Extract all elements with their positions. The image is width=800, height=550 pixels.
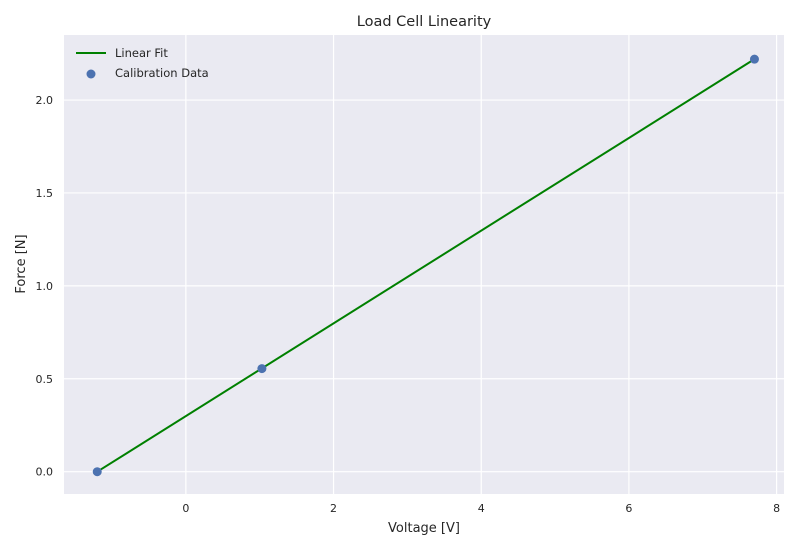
calibration-data-point <box>257 364 267 374</box>
series-marks <box>92 54 759 477</box>
x-tick-label: 8 <box>773 502 780 515</box>
y-axis-ticks: 0.0 0.5 1.0 1.5 2.0 <box>36 94 54 479</box>
legend-marker-calibration-data <box>86 69 96 79</box>
legend-label-linear-fit: Linear Fit <box>115 46 168 60</box>
x-axis-ticks: 0 2 4 6 8 <box>182 502 780 515</box>
linear-fit-line <box>96 58 755 473</box>
y-tick-label: 0.0 <box>36 466 54 479</box>
x-tick-label: 0 <box>182 502 189 515</box>
chart-title: Load Cell Linearity <box>357 14 492 30</box>
x-tick-label: 2 <box>330 502 337 515</box>
legend-label-calibration-data: Calibration Data <box>115 66 209 80</box>
legend: Linear Fit Calibration Data <box>76 46 209 80</box>
x-tick-label: 6 <box>625 502 632 515</box>
y-tick-label: 2.0 <box>36 94 54 107</box>
y-tick-label: 1.5 <box>36 187 54 200</box>
y-axis-label: Force [N] <box>14 234 29 293</box>
grid <box>64 35 784 494</box>
y-tick-label: 1.0 <box>36 280 54 293</box>
calibration-data-point <box>749 54 759 64</box>
calibration-data-point <box>92 467 102 477</box>
x-axis-label: Voltage [V] <box>388 521 460 536</box>
y-tick-label: 0.5 <box>36 373 54 386</box>
x-tick-label: 4 <box>478 502 485 515</box>
